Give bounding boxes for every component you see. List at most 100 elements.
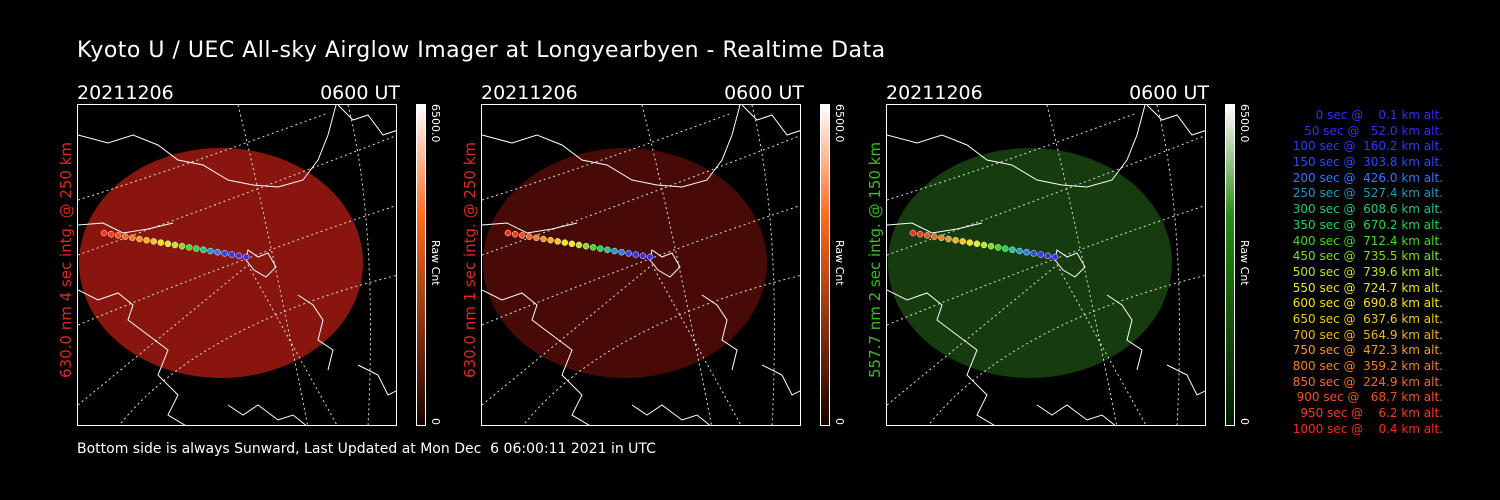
coastline bbox=[887, 289, 995, 425]
allsky-map bbox=[482, 105, 800, 425]
colorbar-min: 0 bbox=[429, 418, 442, 425]
coastline bbox=[482, 222, 578, 234]
coastline bbox=[227, 404, 307, 425]
grid-line bbox=[78, 135, 396, 256]
coastline bbox=[1036, 404, 1116, 425]
grid-line bbox=[482, 135, 800, 256]
allsky-map bbox=[887, 105, 1205, 425]
coastline bbox=[1054, 249, 1086, 278]
trajectory-point bbox=[136, 235, 143, 243]
trajectory-point bbox=[129, 234, 136, 242]
trajectory-point bbox=[646, 253, 654, 261]
coastline bbox=[761, 364, 800, 396]
trajectory-point bbox=[1002, 245, 1009, 252]
grid-line bbox=[887, 112, 1138, 201]
trajectory-point bbox=[568, 240, 576, 248]
coastline bbox=[701, 294, 738, 371]
coastline bbox=[1106, 294, 1143, 371]
trajectory-point bbox=[533, 234, 540, 242]
coastline bbox=[78, 289, 186, 425]
trajectory-point bbox=[207, 247, 214, 255]
trajectory-point bbox=[242, 253, 250, 261]
legend-item: 200 sec @ 426.0 km alt. bbox=[1288, 170, 1443, 185]
trajectory-point bbox=[150, 238, 157, 245]
footer-status: Bottom side is always Sunward, Last Upda… bbox=[77, 441, 656, 457]
allsky-image bbox=[77, 104, 397, 426]
coastline bbox=[482, 289, 590, 425]
trajectory-point bbox=[1016, 247, 1023, 255]
trajectory-point bbox=[994, 244, 1002, 251]
trajectory-point bbox=[114, 232, 122, 239]
trajectory-point bbox=[157, 239, 165, 246]
trajectory-point bbox=[1037, 251, 1045, 258]
trajectory-point bbox=[966, 239, 974, 246]
grid-line bbox=[237, 105, 309, 425]
trajectory-point bbox=[589, 244, 597, 251]
trajectory-point bbox=[235, 252, 243, 260]
coastline bbox=[245, 249, 277, 278]
grid-line bbox=[482, 112, 733, 201]
trajectory-point bbox=[122, 233, 129, 240]
coastline bbox=[631, 404, 711, 425]
coastline bbox=[741, 105, 800, 136]
legend-item: 450 sec @ 735.5 km alt. bbox=[1288, 249, 1443, 264]
trajectory-point bbox=[973, 240, 981, 248]
legend-item: 0 sec @ 0.1 km alt. bbox=[1304, 108, 1443, 122]
trajectory-point bbox=[931, 233, 938, 240]
trajectory-point bbox=[540, 235, 547, 243]
coastline bbox=[337, 105, 396, 136]
airglow-image bbox=[888, 148, 1172, 378]
allsky-image bbox=[886, 104, 1206, 426]
coastline bbox=[887, 222, 983, 234]
trajectory-point bbox=[107, 230, 115, 238]
trajectory-point bbox=[504, 229, 512, 237]
colorbar bbox=[416, 104, 426, 426]
coastline bbox=[649, 249, 681, 278]
coastline bbox=[78, 105, 337, 188]
trajectory-point bbox=[980, 241, 988, 249]
panel-date: 20211206 bbox=[481, 82, 578, 104]
trajectory-point bbox=[100, 229, 108, 237]
coastline bbox=[1146, 105, 1205, 136]
legend-item: 150 sec @ 303.8 km alt. bbox=[1288, 155, 1443, 170]
panel-time: 0600 UT bbox=[1129, 82, 1209, 104]
grid-line bbox=[522, 275, 800, 425]
trajectory-point bbox=[511, 230, 519, 238]
colorbar-label: Raw Cnt bbox=[833, 240, 846, 286]
allsky-map bbox=[78, 105, 396, 425]
legend-item: 950 sec @ 6.2 km alt. bbox=[1296, 406, 1443, 421]
trajectory-point bbox=[611, 247, 618, 255]
legend-item: 100 sec @ 160.2 km alt. bbox=[1288, 139, 1443, 154]
trajectory-point bbox=[959, 238, 966, 245]
altitude-legend: 0 sec @ 0.1 km alt. 50 sec @ 52.0 km alt… bbox=[1243, 108, 1443, 437]
grid-line bbox=[78, 112, 329, 201]
colorbar bbox=[1225, 104, 1235, 426]
trajectory-point bbox=[604, 246, 611, 254]
legend-item: 350 sec @ 670.2 km alt. bbox=[1288, 217, 1443, 232]
trajectory-point bbox=[632, 251, 640, 258]
panel-date: 20211206 bbox=[886, 82, 983, 104]
legend-item: 400 sec @ 712.4 km alt. bbox=[1288, 233, 1443, 248]
trajectory-point bbox=[200, 246, 207, 254]
trajectory-point bbox=[547, 236, 554, 244]
trajectory-point bbox=[952, 236, 959, 244]
trajectory-point bbox=[1030, 250, 1037, 257]
trajectory-point bbox=[164, 240, 172, 248]
trajectory-point bbox=[597, 245, 604, 252]
trajectory-point bbox=[518, 232, 526, 239]
grid-line bbox=[927, 275, 1205, 425]
trajectory-point bbox=[1023, 248, 1030, 256]
panel-time: 0600 UT bbox=[320, 82, 400, 104]
trajectory-point bbox=[987, 242, 995, 250]
grid-line bbox=[118, 275, 396, 425]
colorbar-min: 0 bbox=[833, 418, 846, 425]
panel-y-label: 557.7 nm 2 sec intg. @ 150 km bbox=[866, 141, 884, 378]
legend-item: 250 sec @ 527.4 km alt. bbox=[1288, 186, 1443, 201]
trajectory-point bbox=[945, 235, 952, 243]
legend-item: 800 sec @ 359.2 km alt. bbox=[1288, 359, 1443, 373]
grid-line bbox=[78, 264, 338, 425]
legend-item: 600 sec @ 690.8 km alt. bbox=[1288, 296, 1443, 311]
trajectory-point bbox=[938, 234, 945, 242]
trajectory-point bbox=[1051, 253, 1059, 261]
legend-item: 300 sec @ 608.6 km alt. bbox=[1288, 202, 1443, 217]
